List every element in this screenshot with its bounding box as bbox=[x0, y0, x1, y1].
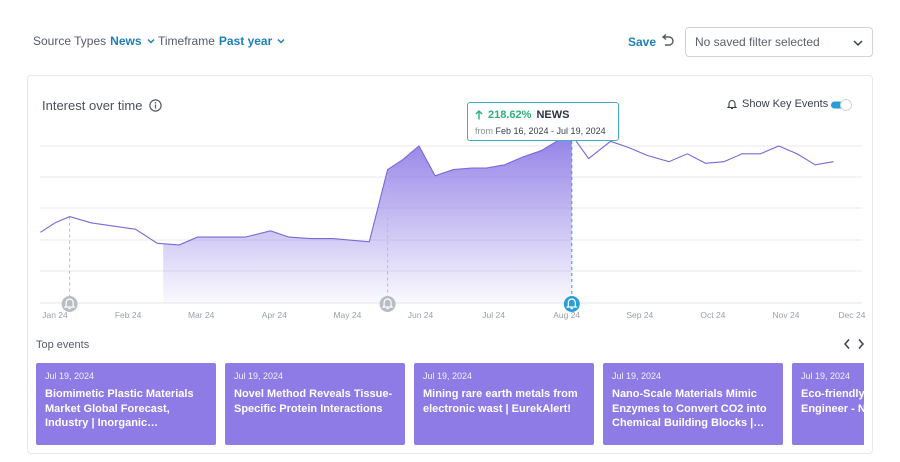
event-date: Jul 19, 2024 bbox=[45, 371, 95, 381]
chart-title-text: Interest over time bbox=[42, 98, 143, 113]
x-tick-label: Jul 24 bbox=[482, 310, 505, 320]
x-tick-label: May 24 bbox=[333, 310, 361, 320]
event-date: Jul 19, 2024 bbox=[423, 371, 473, 381]
x-tick-label: Dec 24 bbox=[839, 310, 866, 320]
chevron-left-icon[interactable] bbox=[842, 338, 852, 350]
x-tick-label: Aug 24 bbox=[553, 310, 580, 320]
chevron-down-icon bbox=[277, 38, 285, 44]
top-events-label: Top events bbox=[36, 339, 90, 351]
bell-icon bbox=[381, 298, 394, 310]
x-tick-label: Jun 24 bbox=[408, 310, 434, 320]
event-card[interactable]: Jul 19, 2024 Mining rare earth metals fr… bbox=[414, 363, 594, 445]
timeframe-label: Timeframe bbox=[158, 34, 215, 48]
bell-icon bbox=[63, 298, 76, 310]
bell-icon bbox=[565, 298, 578, 310]
x-tick-label: Jan 24 bbox=[42, 310, 68, 320]
event-date: Jul 19, 2024 bbox=[612, 371, 662, 381]
source-types-value: News bbox=[110, 34, 142, 48]
event-title: Biomimetic Plastic Materials Market Glob… bbox=[45, 388, 194, 429]
source-types-label: Source Types bbox=[33, 34, 107, 48]
tooltip-from: from bbox=[475, 126, 493, 136]
saved-filter-select[interactable]: No saved filter selected bbox=[685, 27, 873, 57]
event-card[interactable]: Jul 19, 2024 Nano-Scale Materials Mimic … bbox=[603, 363, 783, 445]
x-tick-label: Oct 24 bbox=[700, 310, 725, 320]
key-events-toggle[interactable] bbox=[831, 99, 853, 111]
show-key-events: Show Key Events bbox=[726, 98, 828, 110]
event-card[interactable]: Jul 19, 2024 Biomimetic Plastic Material… bbox=[36, 363, 216, 445]
x-tick-label: Sep 24 bbox=[626, 310, 653, 320]
event-title: Nano-Scale Materials Mimic Enzymes to Co… bbox=[612, 388, 767, 429]
x-tick-label: Feb 24 bbox=[115, 310, 142, 320]
chevron-down-icon bbox=[146, 38, 155, 44]
event-card[interactable]: Jul 19, 2024 Novel Method Reveals Tissue… bbox=[225, 363, 405, 445]
saved-filter-value: No saved filter selected bbox=[695, 35, 820, 49]
key-event-marker[interactable] bbox=[379, 296, 396, 312]
top-events-nav bbox=[842, 338, 866, 350]
timeframe-filter[interactable]: Timeframe Past year bbox=[158, 34, 286, 48]
bell-icon bbox=[726, 100, 738, 110]
event-date: Jul 19, 2024 bbox=[801, 371, 851, 381]
save-button[interactable]: Save bbox=[628, 35, 657, 49]
timeframe-value: Past year bbox=[218, 34, 273, 48]
x-tick-label: Nov 24 bbox=[773, 310, 800, 320]
show-key-events-label: Show Key Events bbox=[742, 98, 829, 110]
series-line bbox=[40, 134, 834, 246]
event-title: Eco-friendly waste: new Engineer - N bbox=[801, 388, 864, 415]
event-title: Novel Method Reveals Tissue-Specific Pro… bbox=[234, 388, 393, 415]
chevron-right-icon[interactable] bbox=[856, 338, 866, 350]
highlight-area bbox=[163, 135, 572, 303]
x-tick-label: Apr 24 bbox=[262, 310, 287, 320]
event-date: Jul 19, 2024 bbox=[234, 371, 284, 381]
chart-tooltip: 218.62% NEWS from Feb 16, 2024 - Jul 19,… bbox=[467, 102, 619, 141]
tooltip-change: 218.62% bbox=[488, 109, 532, 121]
arrow-up-icon bbox=[475, 110, 483, 120]
key-event-marker-selected[interactable] bbox=[563, 296, 580, 312]
chart-title: Interest over time bbox=[42, 98, 163, 113]
undo-icon[interactable] bbox=[659, 33, 675, 49]
source-types-filter[interactable]: Source Types News bbox=[33, 34, 156, 48]
event-title: Mining rare earth metals from electronic… bbox=[423, 388, 578, 415]
tooltip-label: NEWS bbox=[536, 109, 570, 121]
info-icon[interactable] bbox=[149, 99, 163, 112]
x-tick-label: Mar 24 bbox=[188, 310, 215, 320]
top-events-list: Jul 19, 2024 Biomimetic Plastic Material… bbox=[36, 363, 864, 445]
key-event-marker[interactable] bbox=[61, 296, 78, 312]
event-card[interactable]: Jul 19, 2024 Eco-friendly waste: new Eng… bbox=[792, 363, 864, 445]
chevron-down-icon bbox=[853, 40, 863, 47]
tooltip-range: Feb 16, 2024 - Jul 19, 2024 bbox=[495, 126, 606, 136]
